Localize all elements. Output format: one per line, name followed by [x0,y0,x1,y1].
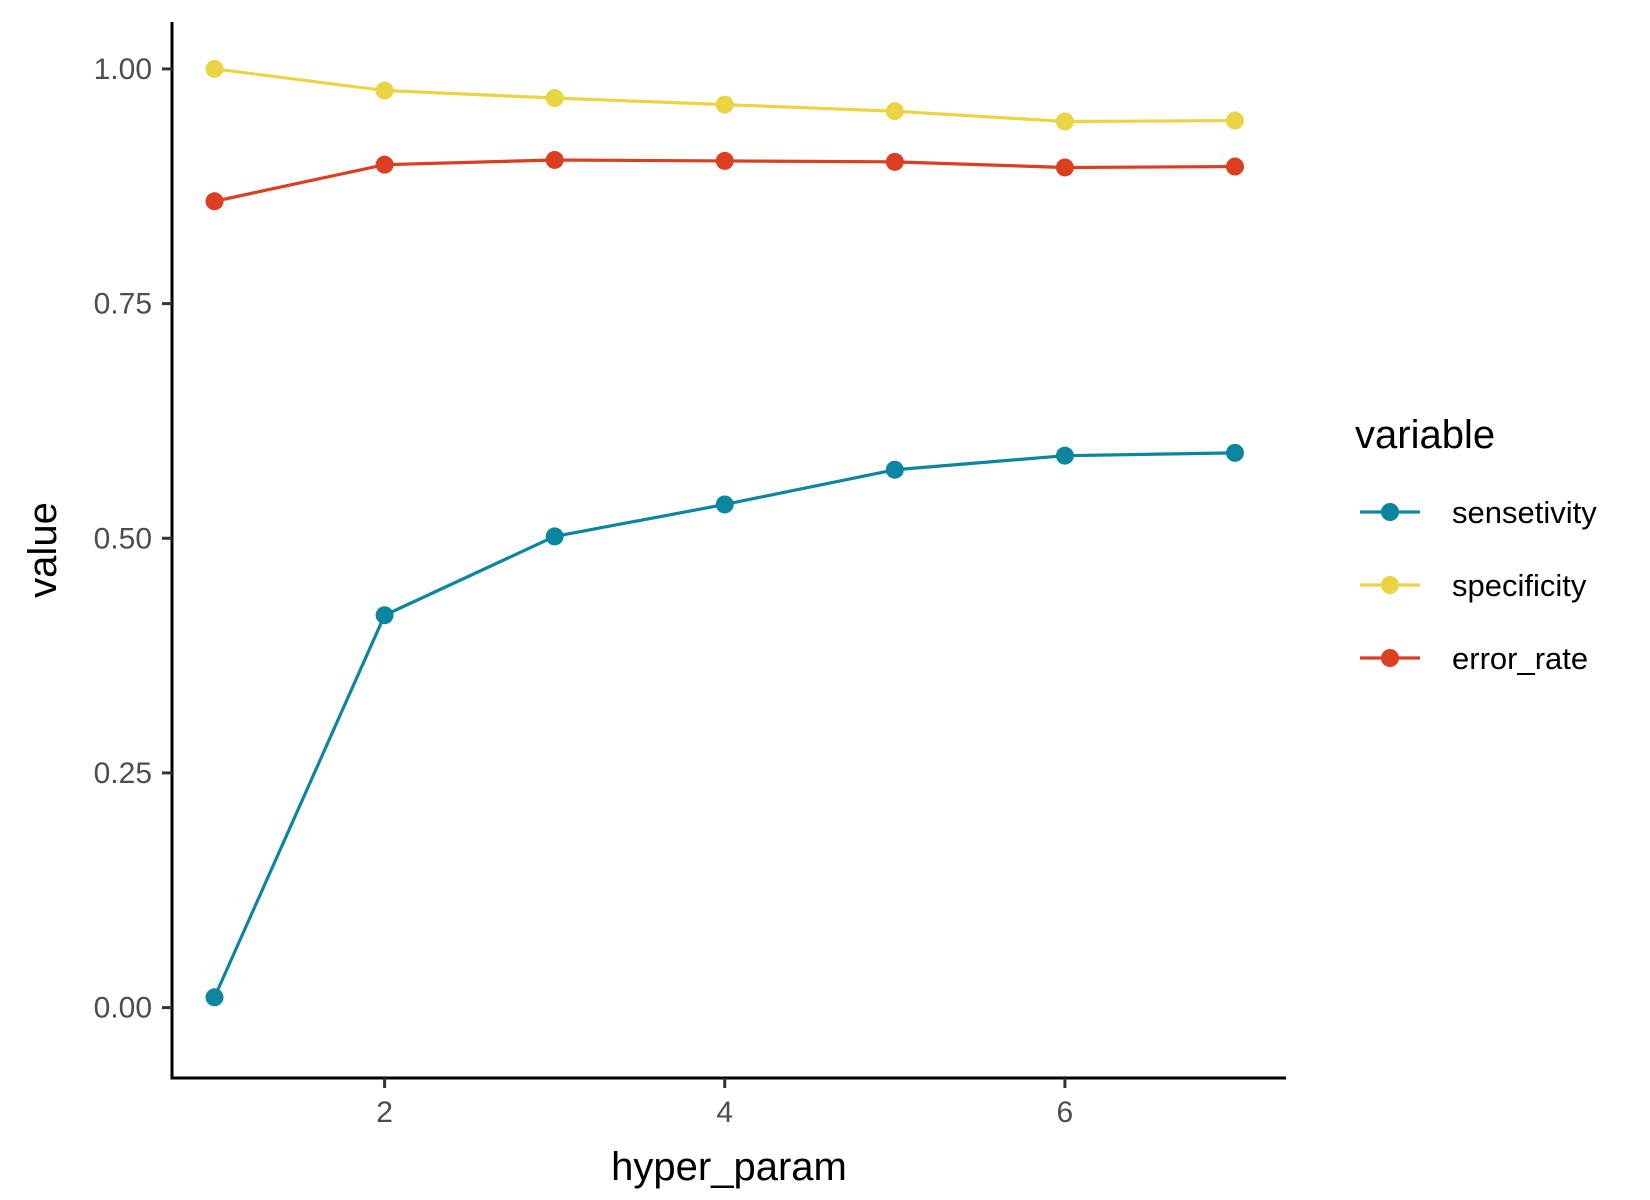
x-tick-label: 6 [1057,1096,1074,1129]
y-axis-title: value [21,502,65,598]
data-point-specificity [375,81,394,100]
legend-label: specificity [1452,568,1587,603]
data-point-error-rate [375,155,394,174]
y-tick-label: 0.50 [94,522,152,555]
plot-panel: 0.00 0.25 0.50 0.75 1.00 2 4 6 [94,22,1286,1129]
y-axis-ticks: 0.00 0.25 0.50 0.75 1.00 [94,53,172,1025]
data-point-sensetivity [545,527,564,546]
y-tick-label: 0.25 [94,757,152,790]
data-point-specificity [1225,111,1244,130]
y-tick-label: 1.00 [94,53,152,86]
data-point-error-rate [545,150,564,169]
data-point-sensetivity [1055,446,1074,465]
legend-title: variable [1355,413,1495,457]
data-point-error-rate [885,152,904,171]
legend-label: error_rate [1452,641,1588,676]
legend-key-point [1381,576,1399,594]
series-sensetivity [205,443,1244,1007]
data-point-error-rate [715,151,734,170]
series-layer [205,59,1244,1007]
data-point-sensetivity [205,988,224,1007]
legend-items: sensetivity specificity error_rate [1360,495,1597,676]
legend-item-specificity: specificity [1360,568,1587,603]
data-point-error-rate [205,192,224,211]
series-line-specificity [214,67,1235,124]
x-axis-title: hyper_param [611,1145,847,1189]
data-point-specificity [205,59,224,78]
x-tick-label: 2 [376,1096,393,1129]
x-tick-label: 4 [716,1096,733,1129]
data-point-sensetivity [1225,443,1244,462]
legend-item-error-rate: error_rate [1360,641,1588,676]
data-point-sensetivity [375,606,394,625]
legend-key-point [1381,503,1399,521]
series-error-rate [205,150,1244,211]
legend-item-sensetivity: sensetivity [1360,495,1597,530]
data-point-specificity [1055,112,1074,131]
x-axis-ticks: 2 4 6 [376,1078,1073,1129]
data-point-error-rate [1055,158,1074,177]
series-line-sensetivity [213,451,1236,998]
y-tick-label: 0.75 [94,288,152,321]
data-point-specificity [715,95,734,114]
legend: variable sensetivity specificity error_rat… [1355,413,1597,676]
data-point-sensetivity [885,460,904,479]
data-point-error-rate [1225,157,1244,176]
data-point-specificity [545,89,564,108]
legend-key-point [1381,649,1399,667]
series-specificity [205,59,1244,131]
data-point-specificity [885,102,904,121]
y-tick-label: 0.00 [94,992,152,1025]
data-point-sensetivity [715,495,734,514]
legend-label: sensetivity [1452,495,1597,530]
